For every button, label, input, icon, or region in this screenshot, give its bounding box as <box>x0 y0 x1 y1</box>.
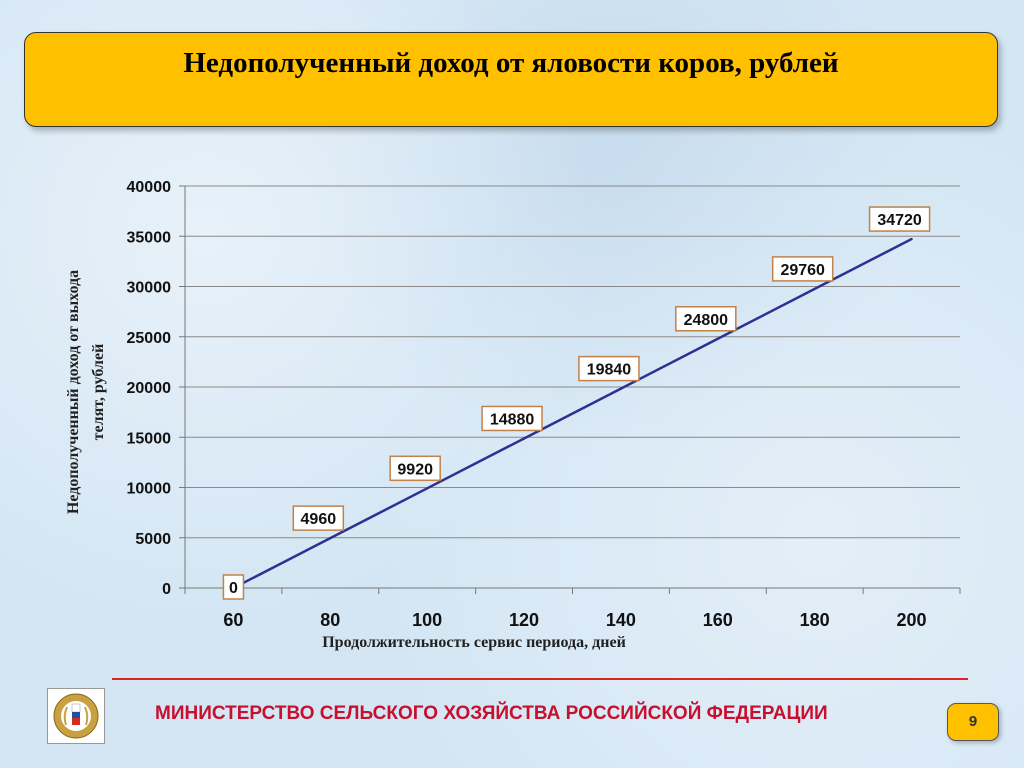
y-tick-label-35000: 35000 <box>127 229 172 246</box>
data-label-7: 34720 <box>868 206 931 232</box>
line-chart: 0 5000 10000 15000 20000 25000 30000 35000 40000… <box>65 179 961 651</box>
x-tick-label-120: 120 <box>509 610 539 630</box>
y-tick-labels: 0 5000 10000 15000 20000 25000 30000 35000 40000 <box>127 179 172 598</box>
y-tick-label-10000: 10000 <box>127 481 172 498</box>
data-label-text-0: 0 <box>229 580 238 597</box>
data-label-box-5 <box>675 306 737 332</box>
x-tick-label-100: 100 <box>412 610 442 630</box>
y-tick-label-20000: 20000 <box>127 380 172 397</box>
title-box: Недополученный доход от яловости коров, … <box>24 32 998 127</box>
data-point-1 <box>329 536 332 540</box>
ministry-emblem-icon <box>47 688 105 744</box>
data-point-4 <box>619 387 623 390</box>
data-point-3 <box>522 437 526 440</box>
data-label-box-6 <box>771 256 834 282</box>
x-tick-label-60: 60 <box>223 610 243 630</box>
chart-grid <box>185 185 960 539</box>
data-label-4: 19840 <box>578 355 640 382</box>
y-tick-label-40000: 40000 <box>127 179 172 196</box>
data-point-7 <box>910 237 913 241</box>
y-axis-label-line-2: телят, рублей <box>90 344 107 441</box>
y-tick-label-25000: 25000 <box>127 330 172 347</box>
y-tick-label-30000: 30000 <box>127 280 172 297</box>
y-tick-label-15000: 15000 <box>127 430 172 447</box>
data-label-box-2 <box>389 455 441 482</box>
data-label-box-3 <box>481 405 543 432</box>
data-label-text-2: 9920 <box>397 461 433 478</box>
data-label-1: 4960 <box>292 505 345 531</box>
data-label-text-6: 29760 <box>780 262 825 279</box>
x-tick-label-140: 140 <box>606 610 636 630</box>
data-point-2 <box>425 487 429 490</box>
data-series <box>232 237 913 590</box>
y-tick-label-5000: 5000 <box>135 531 171 548</box>
data-label-box-7 <box>868 206 931 232</box>
x-tick-label-160: 160 <box>703 610 733 630</box>
data-label-6: 29760 <box>771 256 834 282</box>
data-point-6 <box>813 287 816 291</box>
data-label-2: 9920 <box>389 455 441 482</box>
data-label-3: 14880 <box>481 405 543 432</box>
ministry-name: МИНИСТЕРСТВО СЕЛЬСКОГО ХОЗЯЙСТВА РОССИЙС… <box>155 703 828 724</box>
data-label-5: 24800 <box>675 306 737 332</box>
data-label-0: 0 <box>222 574 245 600</box>
x-tick-label-200: 200 <box>897 610 927 630</box>
data-label-box-0 <box>222 574 245 600</box>
footer-divider <box>112 678 968 680</box>
data-labels: 0 4960 9920 14880 19840 24800 29760 34720 <box>222 206 931 600</box>
data-label-text-7: 34720 <box>877 212 922 229</box>
data-point-5 <box>716 337 720 340</box>
series-line <box>232 237 913 590</box>
x-tick-label-80: 80 <box>320 610 340 630</box>
y-tick-label-0: 0 <box>162 581 171 598</box>
y-axis-label: Недополученный доход от выхода телят, ру… <box>65 270 107 514</box>
data-label-text-4: 19840 <box>587 362 632 379</box>
chart-axes <box>179 185 961 594</box>
slide-title: Недополученный доход от яловости коров, … <box>183 47 839 79</box>
y-axis-label-line-1: Недополученный доход от выхода <box>65 270 82 514</box>
x-tick-label-180: 180 <box>800 610 830 630</box>
x-axis-label: Продолжительность сервис периода, дней <box>322 634 626 651</box>
data-label-text-5: 24800 <box>684 312 729 329</box>
data-label-box-4 <box>578 355 640 382</box>
data-label-box-1 <box>292 505 345 531</box>
data-label-text-3: 14880 <box>490 411 535 428</box>
page-number-badge: 9 <box>947 703 999 741</box>
data-label-text-1: 4960 <box>301 511 337 528</box>
x-tick-labels: 60 80 100 120 140 160 180 200 <box>223 610 926 630</box>
